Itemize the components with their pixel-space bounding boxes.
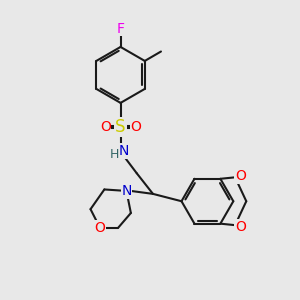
Text: O: O bbox=[235, 169, 246, 183]
Text: F: F bbox=[117, 22, 124, 36]
Text: S: S bbox=[115, 118, 126, 136]
Text: O: O bbox=[100, 120, 111, 134]
Text: N: N bbox=[121, 184, 132, 198]
Text: O: O bbox=[94, 221, 105, 235]
Text: N: N bbox=[119, 144, 129, 158]
Text: O: O bbox=[130, 120, 141, 134]
Text: H: H bbox=[110, 148, 119, 160]
Text: O: O bbox=[235, 220, 246, 234]
